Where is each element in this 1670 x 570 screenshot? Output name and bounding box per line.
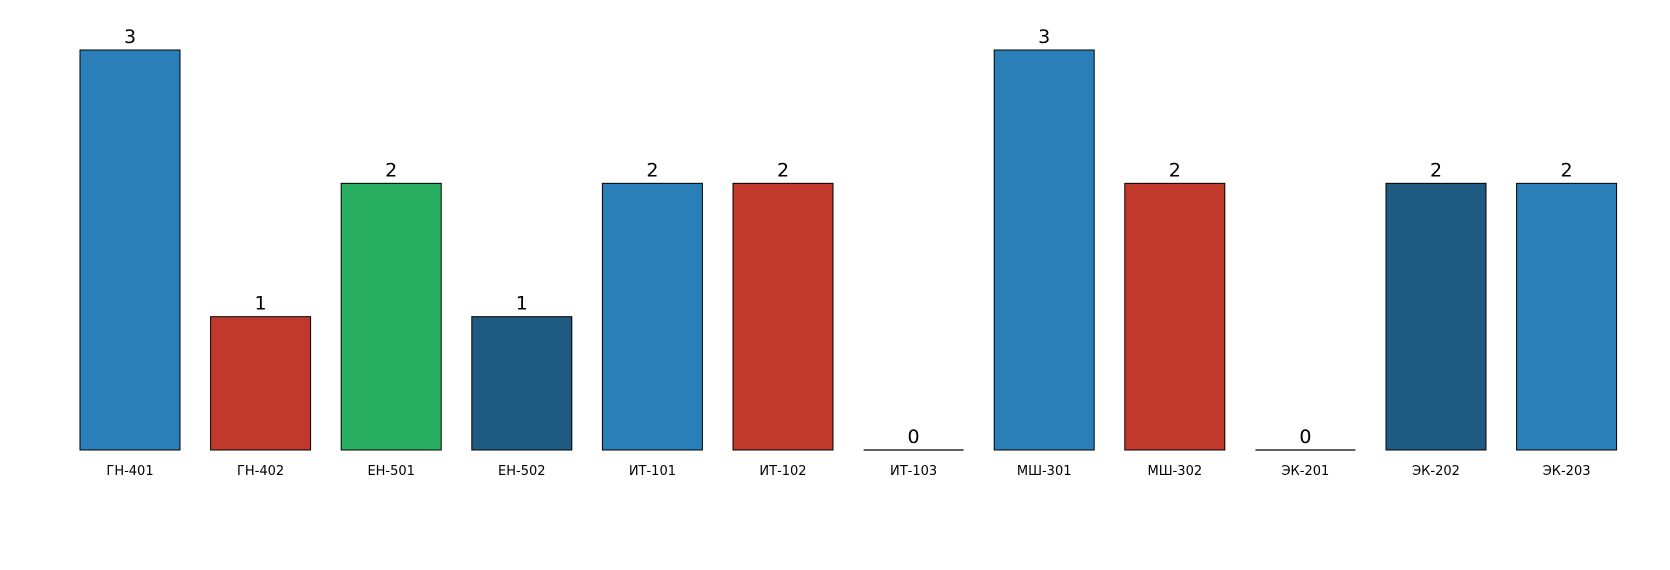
x-tick-label-МШ-302: МШ-302 bbox=[1147, 464, 1202, 479]
x-tick-label-ЕН-502: ЕН-502 bbox=[498, 464, 546, 479]
bar-ЭК-203 bbox=[1516, 182, 1618, 451]
x-tick-label-ЭК-201: ЭК-201 bbox=[1281, 464, 1329, 479]
bar-ЕН-501 bbox=[340, 182, 442, 451]
value-label-ЭК-201: 0 bbox=[1299, 426, 1311, 448]
bar-ИТ-102 bbox=[732, 182, 834, 451]
bar-ГН-401 bbox=[79, 49, 181, 451]
value-label-МШ-302: 2 bbox=[1169, 159, 1181, 181]
bars-layer bbox=[79, 49, 1618, 451]
x-tick-label-ИТ-102: ИТ-102 bbox=[759, 464, 806, 479]
x-tick-label-ЕН-501: ЕН-501 bbox=[367, 464, 415, 479]
value-label-ИТ-102: 2 bbox=[777, 159, 789, 181]
bar-ИТ-101 bbox=[601, 182, 703, 451]
value-label-ЕН-502: 1 bbox=[516, 293, 528, 315]
value-label-МШ-301: 3 bbox=[1038, 26, 1050, 48]
x-tick-label-ИТ-103: ИТ-103 bbox=[890, 464, 937, 479]
value-label-ЕН-501: 2 bbox=[385, 159, 397, 181]
value-label-ИТ-101: 2 bbox=[646, 159, 658, 181]
x-tick-label-ИТ-101: ИТ-101 bbox=[629, 464, 676, 479]
x-tick-label-ГН-401: ГН-401 bbox=[106, 464, 153, 479]
value-label-ГН-401: 3 bbox=[124, 26, 136, 48]
value-label-ЭК-202: 2 bbox=[1430, 159, 1442, 181]
x-tick-label-ГН-402: ГН-402 bbox=[237, 464, 284, 479]
value-labels-layer: 3 1 2 1 2 2 0 3 2 0 2 2 bbox=[124, 26, 1573, 448]
value-label-ГН-402: 1 bbox=[255, 293, 267, 315]
bar-МШ-302 bbox=[1124, 182, 1226, 451]
bar-ГН-402 bbox=[210, 316, 312, 451]
bar-МШ-301 bbox=[993, 49, 1095, 451]
value-label-ЭК-203: 2 bbox=[1561, 159, 1573, 181]
x-tick-label-МШ-301: МШ-301 bbox=[1017, 464, 1072, 479]
bar-ЭК-202 bbox=[1385, 182, 1487, 451]
value-label-ИТ-103: 0 bbox=[908, 426, 920, 448]
x-tick-label-ЭК-203: ЭК-203 bbox=[1543, 464, 1591, 479]
bar-ЕН-502 bbox=[471, 316, 573, 451]
x-tick-label-ЭК-202: ЭК-202 bbox=[1412, 464, 1460, 479]
x-tick-labels: ГН-401 ГН-402 ЕН-501 ЕН-502 ИТ-101 ИТ-102 ИТ-1… bbox=[106, 464, 1590, 479]
